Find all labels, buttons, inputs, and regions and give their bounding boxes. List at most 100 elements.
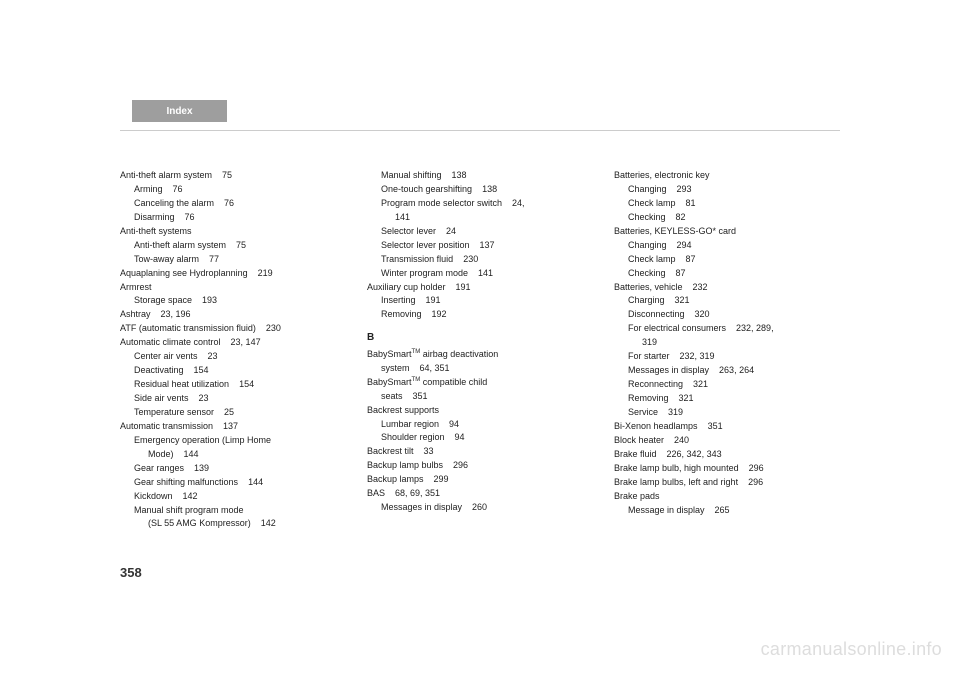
- index-entry: Center air vents23: [120, 350, 345, 364]
- entry-text: Selector lever position: [381, 240, 470, 250]
- page-ref: 24,: [502, 198, 525, 208]
- page-ref: 142: [251, 518, 276, 528]
- entry-text: system: [381, 363, 410, 373]
- page-ref: 299: [424, 474, 449, 484]
- entry-text: Brake lamp bulb, high mounted: [614, 463, 739, 473]
- index-entry: Deactivating154: [120, 364, 345, 378]
- index-entry: Shoulder region94: [367, 431, 592, 445]
- page-ref: 230: [453, 254, 478, 264]
- page-ref: 24: [436, 226, 456, 236]
- page-ref: 293: [667, 184, 692, 194]
- page-ref: 141: [468, 268, 493, 278]
- index-label: Index: [166, 106, 192, 117]
- page-ref: 76: [175, 212, 195, 222]
- entry-text: Arming: [134, 184, 163, 194]
- page-ref: 138: [472, 184, 497, 194]
- index-entry: BabySmartTM compatible child: [367, 376, 592, 390]
- entry-text: ATF (automatic transmission fluid): [120, 323, 256, 333]
- entry-text: Program mode selector switch: [381, 198, 502, 208]
- page-ref: 25: [214, 407, 234, 417]
- index-entry: Storage space193: [120, 294, 345, 308]
- entry-text: For starter: [628, 351, 670, 361]
- page-ref: 265: [705, 505, 730, 515]
- entry-text: Brake lamp bulbs, left and right: [614, 477, 738, 487]
- entry-text: Removing: [381, 309, 422, 319]
- entry-text: Backup lamp bulbs: [367, 460, 443, 470]
- entry-text: B: [367, 332, 374, 343]
- index-entry: Backup lamps299: [367, 473, 592, 487]
- index-entry: Brake fluid226, 342, 343: [614, 448, 839, 462]
- page-ref: 87: [666, 268, 686, 278]
- header-rule: [120, 130, 840, 131]
- index-entry: B: [367, 330, 592, 346]
- index-entry: For electrical consumers232, 289,: [614, 322, 839, 336]
- entry-text: Batteries, KEYLESS-GO* card: [614, 226, 736, 236]
- entry-text: Batteries, vehicle: [614, 282, 683, 292]
- page-ref: 139: [184, 463, 209, 473]
- index-entry: Messages in display260: [367, 501, 592, 515]
- index-entry: Armrest: [120, 281, 345, 295]
- entry-text: seats: [381, 391, 403, 401]
- index-entry: Checking87: [614, 267, 839, 281]
- page-ref: 230: [256, 323, 281, 333]
- entry-text: Manual shifting: [381, 170, 442, 180]
- entry-text: (SL 55 AMG Kompressor): [148, 518, 251, 528]
- entry-text: Automatic climate control: [120, 337, 221, 347]
- index-entry: Service319: [614, 406, 839, 420]
- index-entry: BabySmartTM airbag deactivation: [367, 348, 592, 362]
- watermark: carmanualsonline.info: [761, 639, 942, 660]
- page-ref: 320: [685, 309, 710, 319]
- entry-text: Check lamp: [628, 198, 676, 208]
- index-entry: Checking82: [614, 211, 839, 225]
- entry-text: Checking: [628, 212, 666, 222]
- index-entry: Ashtray23, 196: [120, 308, 345, 322]
- page-ref: 75: [226, 240, 246, 250]
- index-entry: Changing294: [614, 239, 839, 253]
- index-entry: Charging321: [614, 294, 839, 308]
- page-ref: 33: [414, 446, 434, 456]
- index-entry: Aquaplaning see Hydroplanning219: [120, 267, 345, 281]
- index-entry: Selector lever position137: [367, 239, 592, 253]
- entry-text: Service: [628, 407, 658, 417]
- index-entry: Program mode selector switch24,: [367, 197, 592, 211]
- page-ref: 192: [422, 309, 447, 319]
- index-entry: Selector lever24: [367, 225, 592, 239]
- index-entry: Check lamp87: [614, 253, 839, 267]
- index-entry: Manual shifting138: [367, 169, 592, 183]
- entry-text: Manual shift program mode: [134, 505, 244, 515]
- index-entry: Inserting191: [367, 294, 592, 308]
- page-ref: 240: [664, 435, 689, 445]
- index-entry: Backrest tilt33: [367, 445, 592, 459]
- index-entry: ATF (automatic transmission fluid)230: [120, 322, 345, 336]
- page-ref: 351: [403, 391, 428, 401]
- index-entry: Gear shifting malfunctions144: [120, 476, 345, 490]
- page-ref: 296: [739, 463, 764, 473]
- index-entry: Manual shift program mode: [120, 504, 345, 518]
- entry-text: Aquaplaning see Hydroplanning: [120, 268, 248, 278]
- index-entry: Disconnecting320: [614, 308, 839, 322]
- index-entry: Backrest supports: [367, 404, 592, 418]
- index-entry: Messages in display263, 264: [614, 364, 839, 378]
- index-entry: Batteries, KEYLESS-GO* card: [614, 225, 839, 239]
- index-entry: Gear ranges139: [120, 462, 345, 476]
- entry-text: Messages in display: [381, 502, 462, 512]
- page-ref: 296: [738, 477, 763, 487]
- entry-text: BabySmartTM airbag deactivation: [367, 349, 498, 359]
- page-ref: 321: [683, 379, 708, 389]
- entry-text: Changing: [628, 240, 667, 250]
- entry-text: BabySmartTM compatible child: [367, 377, 487, 387]
- column-3: Batteries, electronic keyChanging293Chec…: [614, 169, 839, 531]
- index-entry: Reconnecting321: [614, 378, 839, 392]
- index-entry: Anti-theft alarm system75: [120, 169, 345, 183]
- entry-text: Armrest: [120, 282, 152, 292]
- entry-text: Emergency operation (Limp Home: [134, 435, 271, 445]
- entry-text: Deactivating: [134, 365, 184, 375]
- page-ref: 137: [470, 240, 495, 250]
- entry-text: Gear ranges: [134, 463, 184, 473]
- page-ref: 144: [174, 449, 199, 459]
- page-ref: 81: [676, 198, 696, 208]
- index-entry: Automatic climate control23, 147: [120, 336, 345, 350]
- index-entry: Brake pads: [614, 490, 839, 504]
- entry-text: Selector lever: [381, 226, 436, 236]
- page-ref: 23: [198, 351, 218, 361]
